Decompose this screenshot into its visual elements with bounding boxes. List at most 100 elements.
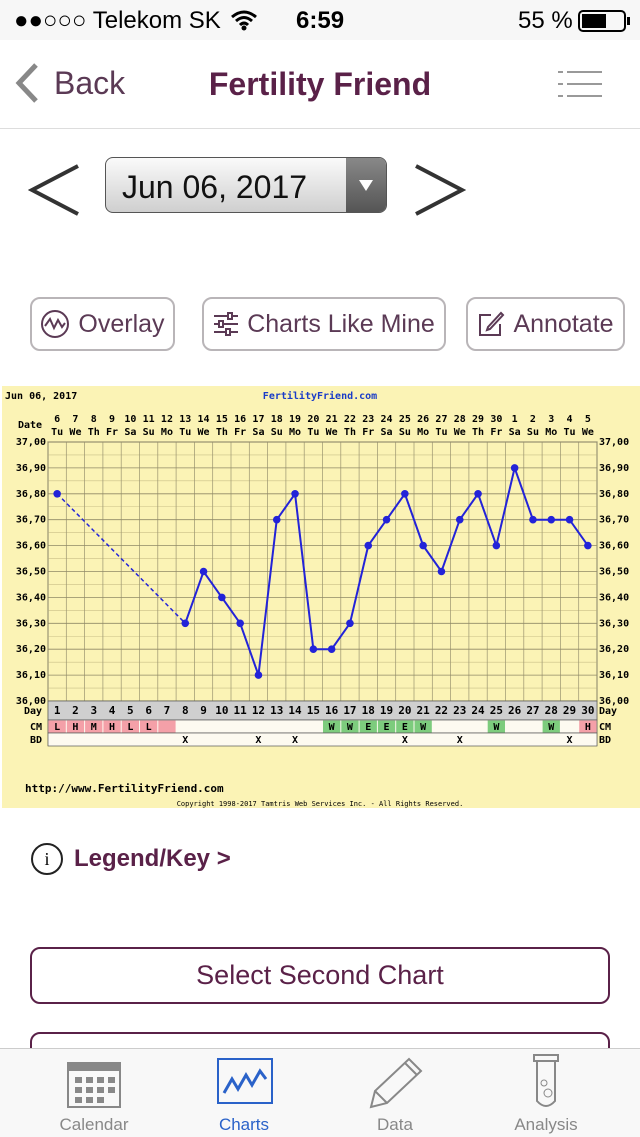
info-icon: i: [31, 843, 63, 875]
temperature-point: [474, 490, 482, 498]
back-button[interactable]: Back: [14, 62, 125, 104]
cm-cell: [414, 720, 432, 733]
bd-row: [47, 732, 598, 747]
cm-code: E: [365, 722, 371, 733]
y2-tick-label: 36,80: [599, 489, 629, 500]
temperature-point: [199, 567, 208, 576]
calendar-tab-label: Calendar: [59, 1115, 129, 1134]
y2-tick-label: 37,00: [599, 437, 629, 448]
weekday-label: We: [326, 427, 338, 438]
cycle-day-label: 13: [270, 704, 283, 717]
temperature-point: [455, 515, 464, 524]
date-label: 20: [307, 414, 319, 425]
dropdown-button[interactable]: [346, 158, 386, 212]
overlay-button[interactable]: Overlay: [30, 297, 175, 351]
cm-code: W: [347, 722, 354, 733]
annotate-button[interactable]: Annotate: [466, 297, 625, 351]
calendar-tab[interactable]: Calendar: [34, 1049, 154, 1137]
date-picker[interactable]: Jun 06, 2017: [105, 157, 387, 213]
temperature-point: [291, 490, 299, 498]
temperature-point: [309, 645, 318, 653]
temperature-point: [327, 645, 336, 653]
footer-url: http://www.FertilityFriend.com: [25, 782, 224, 795]
weekday-label: Sa: [124, 427, 136, 438]
date-label: 2: [530, 414, 536, 425]
annotate-label: Annotate: [513, 309, 614, 338]
cm-code: W: [329, 722, 336, 733]
y2-tick-label: 36,20: [599, 644, 629, 655]
date-label: 25: [399, 414, 411, 425]
temperature-point: [181, 619, 190, 628]
weekday-label: Su: [399, 427, 411, 438]
wifi-icon: [231, 10, 257, 31]
temperature-point: [584, 541, 592, 550]
overlay-icon: [41, 310, 70, 338]
temperature-point: [419, 541, 427, 550]
cycle-day-label: 23: [453, 704, 466, 717]
temperature-point: [529, 515, 537, 524]
date-label: 22: [344, 414, 356, 425]
chart-subtitle: FertilityFriend.com: [263, 390, 377, 402]
weekday-label: Su: [271, 427, 283, 438]
weekday-label: Sa: [509, 427, 521, 438]
weekday-label: Th: [216, 427, 228, 438]
temperature-point: [382, 515, 391, 524]
y2-tick-label: 36,60: [599, 541, 629, 552]
back-label: Back: [54, 64, 126, 101]
cycle-day-label: 8: [182, 704, 189, 717]
bbt-chart: Jun 06, 2017 FertilityFriend.com Date ht…: [2, 386, 640, 808]
cm-code: W: [420, 722, 427, 733]
battery-level: 55 %: [518, 7, 573, 34]
analysis-tab[interactable]: Analysis: [486, 1049, 606, 1137]
charts-tab[interactable]: Charts: [184, 1049, 304, 1137]
next-arrow[interactable]: [412, 162, 466, 218]
charts-tab-label: Charts: [218, 1115, 270, 1134]
date-row-label: Date: [18, 420, 42, 431]
bd-mark: X: [567, 735, 573, 746]
cm-cell: [396, 720, 414, 733]
temperature-point: [510, 464, 519, 472]
cycle-day-label: 30: [581, 704, 594, 717]
date-label: 26: [417, 414, 429, 425]
date-label: 19: [289, 414, 301, 425]
weekday-label: Sa: [252, 427, 264, 438]
select-second-chart-button[interactable]: Select Second Chart: [30, 947, 610, 1004]
cycle-day-label: 20: [398, 704, 411, 717]
date-label: 18: [271, 414, 283, 425]
y-tick-label: 37,00: [16, 437, 46, 448]
weekday-label: Su: [527, 427, 539, 438]
date-label: 16: [234, 414, 246, 425]
bd-mark: X: [255, 735, 261, 746]
date-label: 12: [161, 414, 173, 425]
cm-code: L: [127, 722, 133, 733]
date-label: 27: [435, 414, 447, 425]
status-bar: ●●○○○ Telekom SK 6:59 55 %: [0, 0, 640, 40]
cm-code: L: [54, 722, 60, 733]
weekday-label: We: [198, 427, 210, 438]
y-tick-label: 36,90: [16, 463, 46, 474]
prev-arrow[interactable]: [28, 162, 82, 218]
weekday-label: Tu: [435, 427, 447, 438]
weekday-label: Tu: [179, 427, 191, 438]
y2-tick-label: 36,30: [599, 618, 629, 629]
temperature-point: [401, 490, 409, 498]
temperature-point: [236, 619, 244, 628]
date-label: 23: [362, 414, 374, 425]
date-label: 3: [548, 414, 554, 425]
menu-button[interactable]: [556, 68, 604, 100]
temperature-point: [346, 619, 354, 628]
temperature-point: [364, 541, 373, 550]
cycle-day-label: 18: [362, 704, 375, 717]
nav-bar: Back Fertility Friend: [0, 40, 640, 129]
cycle-day-label: 7: [164, 704, 171, 717]
data-tab[interactable]: Data: [335, 1049, 455, 1137]
date-label: 8: [91, 414, 97, 425]
legend-link[interactable]: i Legend/Key >: [30, 842, 231, 876]
day-row-label-right: Day: [599, 706, 617, 717]
charts-like-mine-button[interactable]: Charts Like Mine: [202, 297, 446, 351]
legend-link-label: Legend/Key >: [74, 845, 231, 872]
date-label: 17: [252, 414, 264, 425]
cycle-day-label: 17: [343, 704, 356, 717]
cm-cell: [377, 720, 396, 733]
back-chevron: [15, 63, 38, 103]
